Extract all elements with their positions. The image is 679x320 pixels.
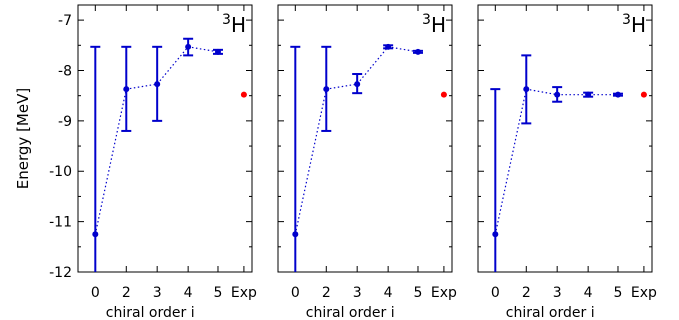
x-tick-label: 4 bbox=[384, 285, 393, 301]
x-tick-label: 0 bbox=[291, 285, 300, 301]
data-point bbox=[385, 43, 392, 50]
data-point bbox=[554, 91, 561, 98]
data-point bbox=[323, 86, 330, 93]
element-symbol: H bbox=[231, 13, 246, 37]
y-tick-label: -11 bbox=[49, 215, 72, 231]
y-tick-label: -8 bbox=[58, 63, 72, 79]
data-point bbox=[214, 48, 221, 55]
x-tick-label: 4 bbox=[584, 285, 593, 301]
x-tick-label: 5 bbox=[614, 285, 623, 301]
y-tick-label: -10 bbox=[49, 164, 72, 180]
mass-number: 3 bbox=[622, 12, 631, 28]
x-tick-label: Exp bbox=[631, 285, 657, 301]
exp-point bbox=[640, 91, 647, 98]
exp-point bbox=[440, 91, 447, 98]
data-point bbox=[123, 86, 130, 93]
x-axis-label: chiral order i bbox=[306, 305, 395, 320]
x-axis-label: chiral order i bbox=[106, 305, 195, 320]
x-tick-label: 2 bbox=[522, 285, 531, 301]
data-point bbox=[414, 48, 421, 55]
nucleus-label: 3H bbox=[422, 12, 446, 37]
x-tick-label: Exp bbox=[431, 285, 457, 301]
exp-point bbox=[240, 91, 247, 98]
x-tick-label: 4 bbox=[184, 285, 193, 301]
x-tick-label: 2 bbox=[322, 285, 331, 301]
x-tick-label: 5 bbox=[214, 285, 223, 301]
data-point bbox=[585, 91, 592, 98]
data-point bbox=[354, 81, 361, 88]
data-point bbox=[492, 231, 499, 238]
x-tick-label: 3 bbox=[553, 285, 562, 301]
y-tick-label: -9 bbox=[58, 114, 72, 130]
data-point bbox=[523, 86, 530, 93]
chart-panel-1: -12 -11 -10 -9 -8 -7 0 2 3 4 5 Exp chiral order i Ene… bbox=[14, 4, 257, 320]
data-point bbox=[292, 231, 299, 238]
x-axis-label: chiral order i bbox=[506, 305, 595, 320]
y-axis-label: Energy [MeV] bbox=[14, 88, 32, 189]
x-tick-label: 5 bbox=[414, 285, 423, 301]
data-point bbox=[185, 43, 192, 50]
element-symbol: H bbox=[631, 13, 646, 37]
element-symbol: H bbox=[431, 13, 446, 37]
y-tick-label: -12 bbox=[49, 265, 72, 281]
nucleus-label: 3H bbox=[222, 12, 246, 37]
plot-frame bbox=[477, 4, 653, 273]
data-point bbox=[614, 91, 621, 98]
series-line bbox=[494, 88, 618, 235]
x-tick-label: 3 bbox=[353, 285, 362, 301]
x-tick-label: Exp bbox=[231, 285, 257, 301]
x-tick-label: 2 bbox=[122, 285, 131, 301]
mass-number: 3 bbox=[422, 12, 431, 28]
y-tick-label: -7 bbox=[58, 13, 72, 29]
mass-number: 3 bbox=[222, 12, 231, 28]
plot-frame bbox=[77, 4, 253, 273]
plot-frame bbox=[277, 4, 453, 273]
x-tick-label: 0 bbox=[91, 285, 100, 301]
data-point bbox=[154, 81, 161, 88]
data-point bbox=[92, 231, 99, 238]
nucleus-label: 3H bbox=[622, 12, 646, 37]
x-tick-label: 0 bbox=[491, 285, 500, 301]
x-tick-label: 3 bbox=[153, 285, 162, 301]
